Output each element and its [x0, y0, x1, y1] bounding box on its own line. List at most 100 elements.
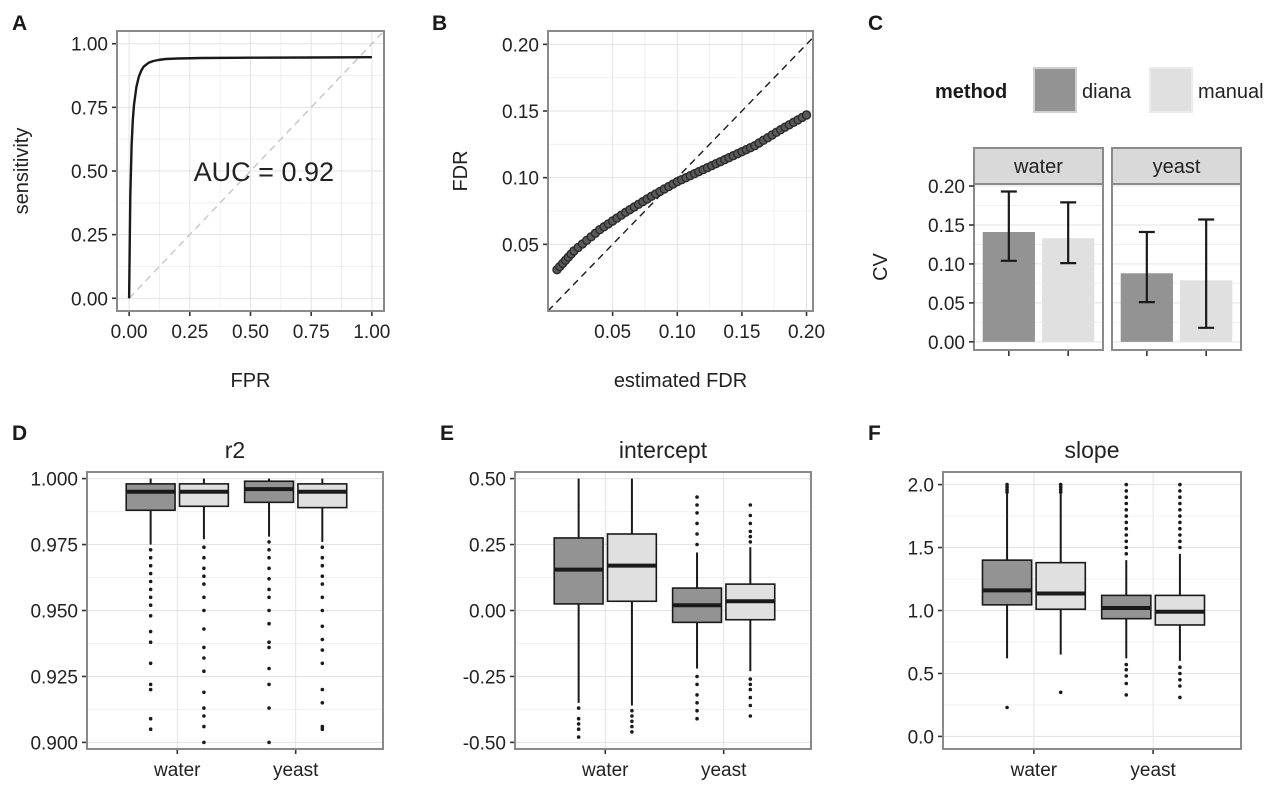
legend-label-manual: manual — [1198, 81, 1264, 103]
outlier-point-diana-yeast — [267, 621, 271, 626]
y-tick-label: 0.00 — [928, 333, 965, 354]
y-tick-label: -0.50 — [463, 733, 506, 754]
identity-line — [547, 37, 814, 312]
outlier-point-manual-water — [202, 669, 206, 673]
outlier-point-diana-yeast — [267, 548, 271, 552]
outlier-point-manual-yeast — [1178, 671, 1182, 676]
x-tick-label: 1.00 — [353, 322, 390, 343]
y-tick-label: 0.00 — [71, 289, 108, 310]
panel-c-cv-bars: method diana manual water yeast 0.00 0.05 0.10 0… — [870, 67, 1264, 356]
outlier-point-manual-yeast — [1178, 533, 1182, 537]
outlier-point-diana-water — [148, 571, 153, 576]
outlier-point-manual-water — [202, 706, 206, 710]
outlier-point-diana-water — [148, 555, 153, 560]
outlier-point-diana-yeast — [267, 595, 271, 600]
outlier-point-manual-yeast — [748, 703, 753, 708]
outlier-point-manual-yeast — [1178, 520, 1182, 525]
panel-label-e: E — [440, 422, 454, 445]
plot-title: r2 — [225, 437, 245, 463]
plot-frame — [547, 30, 814, 312]
outlier-point-manual-yeast — [320, 661, 325, 666]
outlier-point-diana-yeast — [267, 587, 271, 592]
outlier-point-manual-yeast — [748, 521, 753, 526]
outlier-point-diana-water — [148, 727, 153, 731]
outlier-point-manual-yeast — [748, 529, 753, 534]
outlier-point-diana-yeast — [267, 645, 271, 650]
outlier-point-diana-yeast — [695, 701, 699, 705]
y-tick-label: 0.00 — [469, 602, 506, 623]
outlier-point-manual-water — [202, 627, 206, 631]
y-tick-label: 0.50 — [71, 162, 108, 183]
outlier-point-diana-water — [148, 687, 153, 692]
outlier-point-manual-water — [202, 566, 206, 571]
outlier-point-manual-yeast — [1178, 489, 1182, 493]
outlier-point-manual-water — [202, 690, 206, 695]
outlier-point-diana-yeast — [695, 521, 699, 526]
outlier-point-diana-water — [576, 706, 581, 710]
y-tick-label: 0.15 — [502, 102, 539, 123]
outlier-point-diana-water — [148, 640, 153, 644]
x-axis-label: estimated FDR — [614, 370, 747, 392]
plot-frame — [514, 471, 812, 750]
outlier-point-diana-yeast — [267, 682, 271, 687]
outlier-point-diana-yeast — [1124, 495, 1129, 500]
outlier-point-diana-yeast — [1124, 482, 1129, 487]
y-tick-label: 0.10 — [502, 169, 539, 190]
y-tick-label: -0.25 — [463, 667, 506, 688]
legend-label-diana: diana — [1082, 81, 1132, 103]
y-tick-label: 1.0 — [908, 602, 934, 623]
box-manual-water — [178, 483, 230, 508]
outlier-point-manual-water — [1058, 485, 1063, 489]
y-tick-label: 0.20 — [502, 35, 539, 56]
outlier-point-diana-yeast — [1124, 667, 1129, 672]
box-diana-water — [981, 559, 1033, 606]
outlier-point-diana-yeast — [267, 740, 271, 745]
y-tick-label: 1.000 — [30, 470, 78, 491]
outlier-point-diana-yeast — [695, 495, 699, 499]
outlier-point-diana-water — [148, 716, 153, 721]
outlier-point-manual-water — [630, 724, 634, 729]
plot-frame — [86, 471, 384, 750]
y-tick-label: 0.20 — [928, 177, 965, 198]
outlier-point-manual-water — [202, 740, 206, 745]
y-tick-label: 0.975 — [30, 536, 78, 557]
facet-label-yeast: yeast — [1153, 156, 1201, 178]
outlier-point-manual-yeast — [1178, 665, 1182, 669]
outlier-point-diana-water — [576, 716, 581, 721]
outlier-point-diana-water — [576, 735, 581, 739]
y-tick-label: 0.900 — [30, 733, 78, 754]
outlier-point-manual-water — [202, 574, 206, 578]
y-tick-label: 0.5 — [908, 664, 934, 685]
outlier-point-manual-yeast — [320, 608, 325, 613]
outlier-point-diana-yeast — [695, 708, 699, 713]
outlier-point-diana-yeast — [267, 577, 271, 581]
outlier-point-manual-water — [202, 582, 206, 586]
outlier-point-diana-water — [148, 682, 153, 687]
panel-b-fdr-calibration: 0.05 0.10 0.15 0.20 0.05 0.10 0.15 0.20 estimate… — [450, 30, 825, 392]
roc-curve-line — [127, 56, 372, 299]
outlier-point-manual-water — [202, 608, 206, 613]
outlier-point-diana-water — [148, 661, 153, 666]
outlier-point-diana-yeast — [267, 540, 271, 544]
outlier-point-manual-yeast — [320, 563, 325, 568]
outlier-point-diana-yeast — [1124, 514, 1129, 518]
panel-f-slope-boxplot: 0.0 0.5 1.0 1.5 2.0 water yeast slope — [908, 437, 1242, 781]
y-axis-label: CV — [870, 252, 892, 280]
outlier-point-diana-yeast — [1124, 539, 1129, 544]
outlier-point-diana-water — [148, 603, 153, 607]
y-tick-label: 0.75 — [71, 98, 108, 119]
x-tick-label: water — [153, 760, 201, 781]
panel-label-b: B — [432, 12, 447, 35]
outlier-point-manual-water — [1058, 690, 1063, 695]
outlier-point-diana-yeast — [267, 608, 271, 613]
outlier-point-manual-water — [202, 595, 206, 600]
outlier-point-diana-water — [1005, 482, 1009, 487]
y-tick-label: 1.5 — [908, 539, 934, 560]
outlier-point-diana-yeast — [1124, 545, 1129, 550]
outlier-point-manual-water — [202, 714, 206, 718]
outlier-point-diana-yeast — [695, 716, 699, 721]
y-tick-label: 0.25 — [469, 536, 506, 557]
outlier-point-manual-yeast — [320, 687, 325, 692]
facet-label-water: water — [1013, 156, 1063, 178]
outlier-point-diana-water — [148, 595, 153, 600]
